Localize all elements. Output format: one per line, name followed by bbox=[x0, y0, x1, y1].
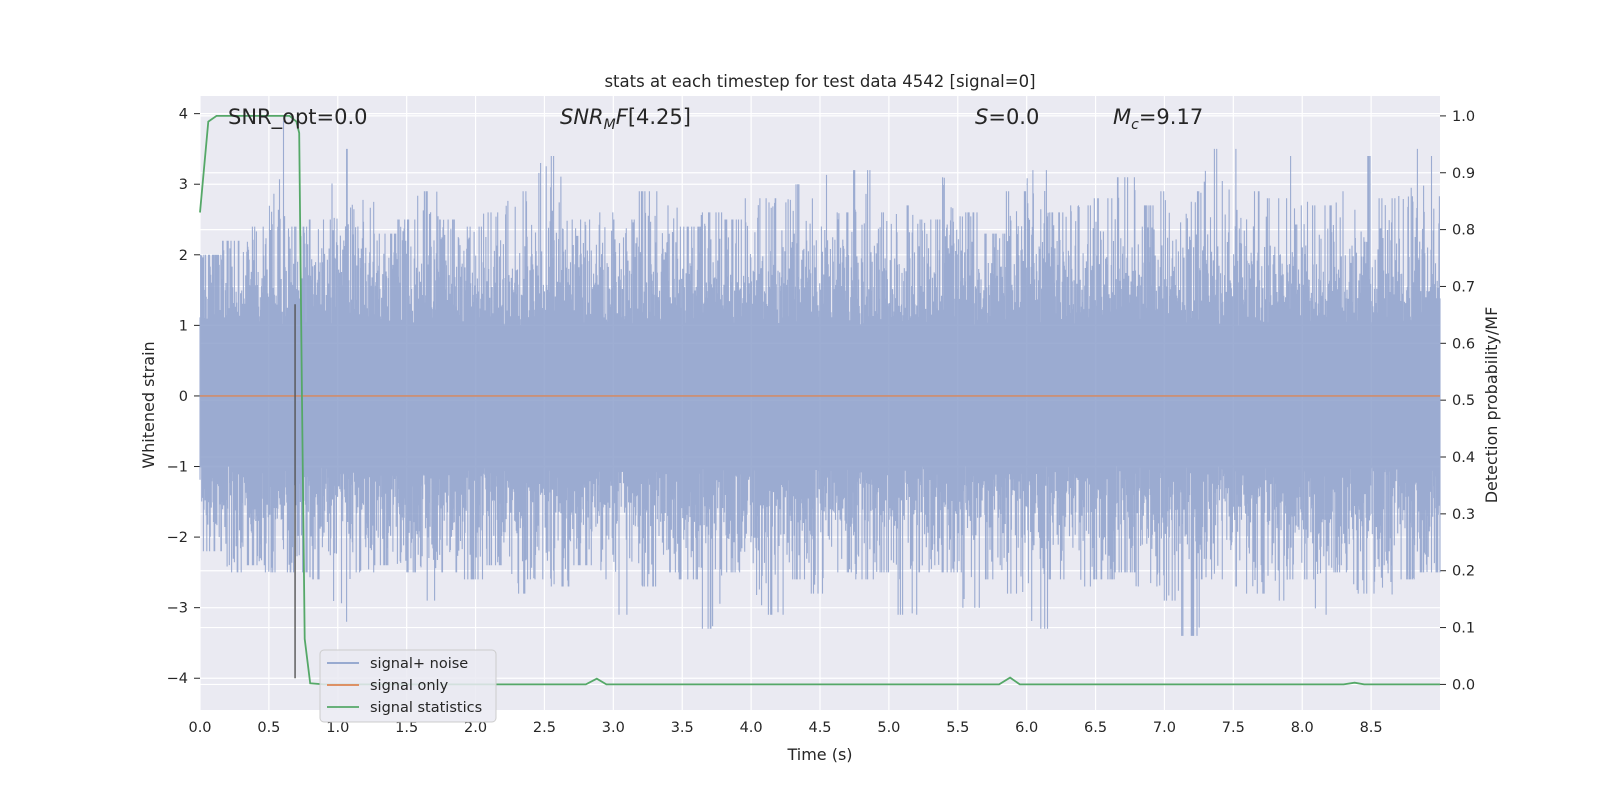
legend-box bbox=[319, 649, 497, 723]
x-tick-label: 7.0 bbox=[1153, 720, 1176, 736]
x-tick-label: 7.5 bbox=[1222, 720, 1245, 736]
x-tick-label: 1.5 bbox=[395, 720, 418, 736]
x-tick-label: 3.0 bbox=[602, 720, 625, 736]
noise-series bbox=[199, 120, 1441, 636]
x-tick-label: 0.0 bbox=[188, 720, 211, 736]
y-tick-label: −2 bbox=[167, 530, 188, 546]
y-tick-label: 1 bbox=[179, 318, 188, 334]
y-tick-label: −3 bbox=[167, 601, 188, 617]
y-tick-label: −4 bbox=[167, 671, 188, 687]
x-tick-label: 3.5 bbox=[671, 720, 694, 736]
y-right-tick-label: 0.7 bbox=[1452, 279, 1475, 295]
y-right-tick-label: 1.0 bbox=[1452, 109, 1475, 125]
x-tick-labels: 0.0 0.5 1.0 1.5 2.0 2.5 3.0 3.5 4.0 4.5 5.0 5.5 6.0 6… bbox=[188, 720, 1382, 736]
y-tick-labels: 4 3 2 1 0 −1 −2 −3 −4 bbox=[167, 107, 188, 688]
y-right-tick-label: 0.2 bbox=[1452, 564, 1475, 580]
legend: signal+ noise signal only signal statist… bbox=[319, 649, 497, 723]
s-annotation: S=0.0 bbox=[975, 105, 1039, 129]
y-right-tick-label: 0.5 bbox=[1452, 393, 1475, 409]
y-axis-label: Whitened strain bbox=[139, 341, 158, 468]
x-tick-label: 2.0 bbox=[464, 720, 487, 736]
x-tick-label: 4.5 bbox=[808, 720, 831, 736]
chart-title: stats at each timestep for test data 454… bbox=[604, 72, 1035, 91]
y-right-tick-label: 0.6 bbox=[1452, 336, 1475, 352]
legend-signal-label: signal only bbox=[370, 678, 449, 694]
x-tick-label: 6.5 bbox=[1084, 720, 1107, 736]
x-tick-label: 0.5 bbox=[257, 720, 280, 736]
x-tick-label: 5.5 bbox=[946, 720, 969, 736]
x-tick-label: 2.5 bbox=[533, 720, 556, 736]
y-right-tick-label: 0.9 bbox=[1452, 166, 1475, 182]
y-tick-label: 2 bbox=[179, 248, 188, 264]
x-tick-label: 8.5 bbox=[1360, 720, 1383, 736]
y-tick-label: 3 bbox=[179, 177, 188, 193]
y-tick-label: 4 bbox=[179, 107, 188, 123]
x-tick-label: 8.0 bbox=[1291, 720, 1314, 736]
y-right-tick-labels: 1.0 0.9 0.8 0.7 0.6 0.5 0.4 0.3 0.2 0.1 0.0 bbox=[1452, 109, 1475, 694]
y-tick-label: 0 bbox=[179, 389, 188, 405]
noise-trace bbox=[199, 120, 1441, 636]
x-tick-label: 1.0 bbox=[326, 720, 349, 736]
y-right-tick-label: 0.4 bbox=[1452, 450, 1475, 466]
x-tick-label: 5.0 bbox=[877, 720, 900, 736]
signal-series bbox=[200, 304, 1440, 679]
legend-noise-label: signal+ noise bbox=[370, 656, 468, 672]
x-tick-label: 4.0 bbox=[740, 720, 763, 736]
snr-mf-annotation: SNRMF[4.25] bbox=[560, 105, 691, 133]
mc-annotation: Mc=9.17 bbox=[1113, 105, 1203, 133]
x-axis-label: Time (s) bbox=[786, 745, 852, 764]
x-tick-label: 6.0 bbox=[1015, 720, 1038, 736]
y-right-tick-label: 0.0 bbox=[1452, 677, 1475, 693]
snr-opt-annotation: SNR_opt=0.0 bbox=[228, 105, 368, 130]
y-right-axis-label: Detection probability/MF bbox=[1482, 307, 1501, 504]
y-tick-label: −1 bbox=[167, 460, 188, 476]
y-right-tick-label: 0.1 bbox=[1452, 621, 1475, 637]
y-right-tick-label: 0.8 bbox=[1452, 223, 1475, 239]
y-right-tick-label: 0.3 bbox=[1452, 507, 1475, 523]
legend-stats-label: signal statistics bbox=[370, 700, 482, 716]
